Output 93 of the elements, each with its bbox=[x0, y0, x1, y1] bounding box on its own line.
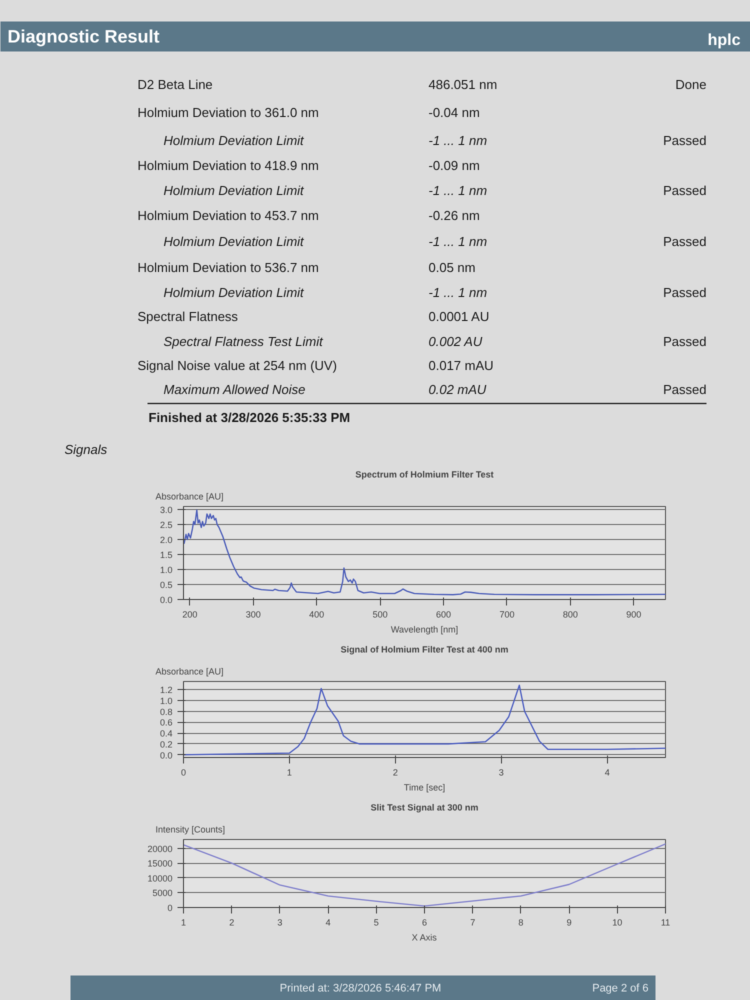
x-tick-label: 800 bbox=[562, 610, 578, 620]
y-tick-label: 5000 bbox=[152, 888, 173, 898]
x-tick-label: 4 bbox=[604, 768, 610, 778]
x-tick-label: 500 bbox=[372, 610, 388, 620]
text: D2 Beta Line bbox=[138, 77, 213, 92]
y-tick-label: 0.0 bbox=[160, 750, 173, 760]
x-tick-label: 2 bbox=[229, 918, 234, 928]
y-tick-label: 1.0 bbox=[160, 696, 173, 706]
chart-title: Signal of Holmium Filter Test at 400 nm bbox=[340, 644, 508, 654]
text: -1 ... 1 nm bbox=[428, 183, 488, 198]
y-tick-label: 10000 bbox=[147, 873, 173, 884]
x-tick-label: 700 bbox=[499, 610, 514, 620]
y-axis-title: Intensity [Counts] bbox=[156, 824, 226, 834]
x-axis-title: X Axis bbox=[412, 932, 438, 942]
text: Signals bbox=[64, 442, 108, 457]
y-tick-label: 2.0 bbox=[160, 535, 173, 545]
text: Done bbox=[675, 77, 706, 92]
text: 0.0001 AU bbox=[428, 309, 490, 324]
text: Printed at: 3/28/2026 5:46:47 PM bbox=[280, 982, 442, 994]
text: Passed bbox=[663, 133, 707, 148]
y-tick-label: 0.8 bbox=[160, 706, 173, 717]
y-tick-label: 0.2 bbox=[160, 739, 173, 750]
x-tick-label: 0 bbox=[180, 768, 186, 778]
text: 0.017 mAU bbox=[428, 358, 494, 373]
text: Holmium Deviation Limit bbox=[164, 183, 306, 198]
text: 486.051 nm bbox=[428, 77, 498, 92]
line-series bbox=[184, 509, 666, 596]
text: Finished at 3/28/2026 5:35:33 PM bbox=[148, 410, 350, 425]
x-tick-label: 900 bbox=[626, 610, 642, 620]
text: Page 2 of 6 bbox=[592, 982, 649, 994]
y-tick-label: 0.4 bbox=[160, 728, 173, 739]
y-tick-label: 0.5 bbox=[160, 580, 173, 590]
text: Passed bbox=[663, 285, 707, 300]
x-tick-label: 1 bbox=[180, 918, 186, 928]
text: 0.02 mAU bbox=[428, 382, 487, 397]
text: 0.05 nm bbox=[428, 260, 476, 275]
chart-title: Spectrum of Holmium Filter Test bbox=[355, 470, 494, 480]
x-tick-label: 6 bbox=[422, 918, 428, 928]
y-tick-label: 1.5 bbox=[160, 550, 173, 560]
text: Holmium Deviation to 418.9 nm bbox=[138, 158, 319, 173]
text: -1 ... 1 nm bbox=[428, 285, 488, 300]
x-tick-label: 5 bbox=[374, 918, 379, 928]
text: Diagnostic Result bbox=[8, 26, 160, 46]
text: -1 ... 1 nm bbox=[428, 133, 488, 148]
text: -0.04 nm bbox=[428, 105, 480, 120]
y-tick-label: 2.5 bbox=[160, 520, 173, 530]
x-tick-label: 10 bbox=[612, 918, 622, 928]
x-tick-label: 400 bbox=[309, 610, 324, 620]
y-tick-label: 0.6 bbox=[160, 718, 173, 728]
x-tick-label: 3 bbox=[498, 768, 504, 778]
y-tick-label: 0 bbox=[167, 903, 173, 913]
y-tick-label: 1.2 bbox=[160, 685, 173, 696]
text: Spectral Flatness Test Limit bbox=[164, 334, 324, 349]
text: -1 ... 1 nm bbox=[428, 234, 488, 249]
text: Holmium Deviation to 361.0 nm bbox=[138, 105, 319, 120]
text: -0.26 nm bbox=[428, 208, 480, 223]
text: Holmium Deviation Limit bbox=[164, 285, 306, 300]
y-tick-label: 1.0 bbox=[160, 565, 173, 575]
x-tick-label: 9 bbox=[566, 918, 572, 928]
x-tick-label: 11 bbox=[660, 918, 670, 928]
text: Holmium Deviation Limit bbox=[164, 234, 306, 249]
x-tick-label: 200 bbox=[182, 610, 198, 620]
y-axis-title: Absorbance [AU] bbox=[156, 666, 224, 676]
text: Maximum Allowed Noise bbox=[164, 382, 306, 397]
y-tick-label: 20000 bbox=[147, 844, 173, 854]
x-tick-label: 1 bbox=[286, 768, 292, 778]
x-tick-label: 600 bbox=[436, 610, 452, 620]
text: -0.09 nm bbox=[428, 158, 480, 173]
x-axis-title: Wavelength [nm] bbox=[390, 624, 458, 634]
text: Spectral Flatness bbox=[138, 309, 238, 324]
x-tick-label: 8 bbox=[518, 918, 524, 928]
x-tick-label: 7 bbox=[470, 918, 476, 928]
y-tick-label: 0.0 bbox=[160, 595, 173, 605]
x-tick-label: 2 bbox=[392, 768, 398, 778]
x-tick-label: 3 bbox=[277, 918, 282, 928]
text: Passed bbox=[663, 183, 707, 198]
chart-title: Slit Test Signal at 300 nm bbox=[370, 802, 478, 812]
y-tick-label: 3.0 bbox=[160, 505, 173, 515]
text: Passed bbox=[663, 234, 707, 249]
y-axis-title: Absorbance [AU] bbox=[156, 492, 224, 502]
x-tick-label: 4 bbox=[326, 918, 331, 928]
y-tick-label: 15000 bbox=[147, 858, 173, 869]
x-axis-title: Time [sec] bbox=[404, 782, 446, 792]
text: Holmium Deviation to 536.7 nm bbox=[138, 260, 319, 275]
text: Holmium Deviation to 453.7 nm bbox=[138, 208, 319, 223]
text: Passed bbox=[663, 334, 707, 349]
line-series bbox=[184, 684, 666, 756]
text: Passed bbox=[663, 382, 707, 397]
text: Holmium Deviation Limit bbox=[164, 133, 306, 148]
text: hplc bbox=[708, 32, 741, 49]
x-tick-label: 300 bbox=[246, 610, 261, 620]
text: 0.002 AU bbox=[428, 334, 483, 349]
text: Signal Noise value at 254 nm (UV) bbox=[138, 358, 337, 373]
